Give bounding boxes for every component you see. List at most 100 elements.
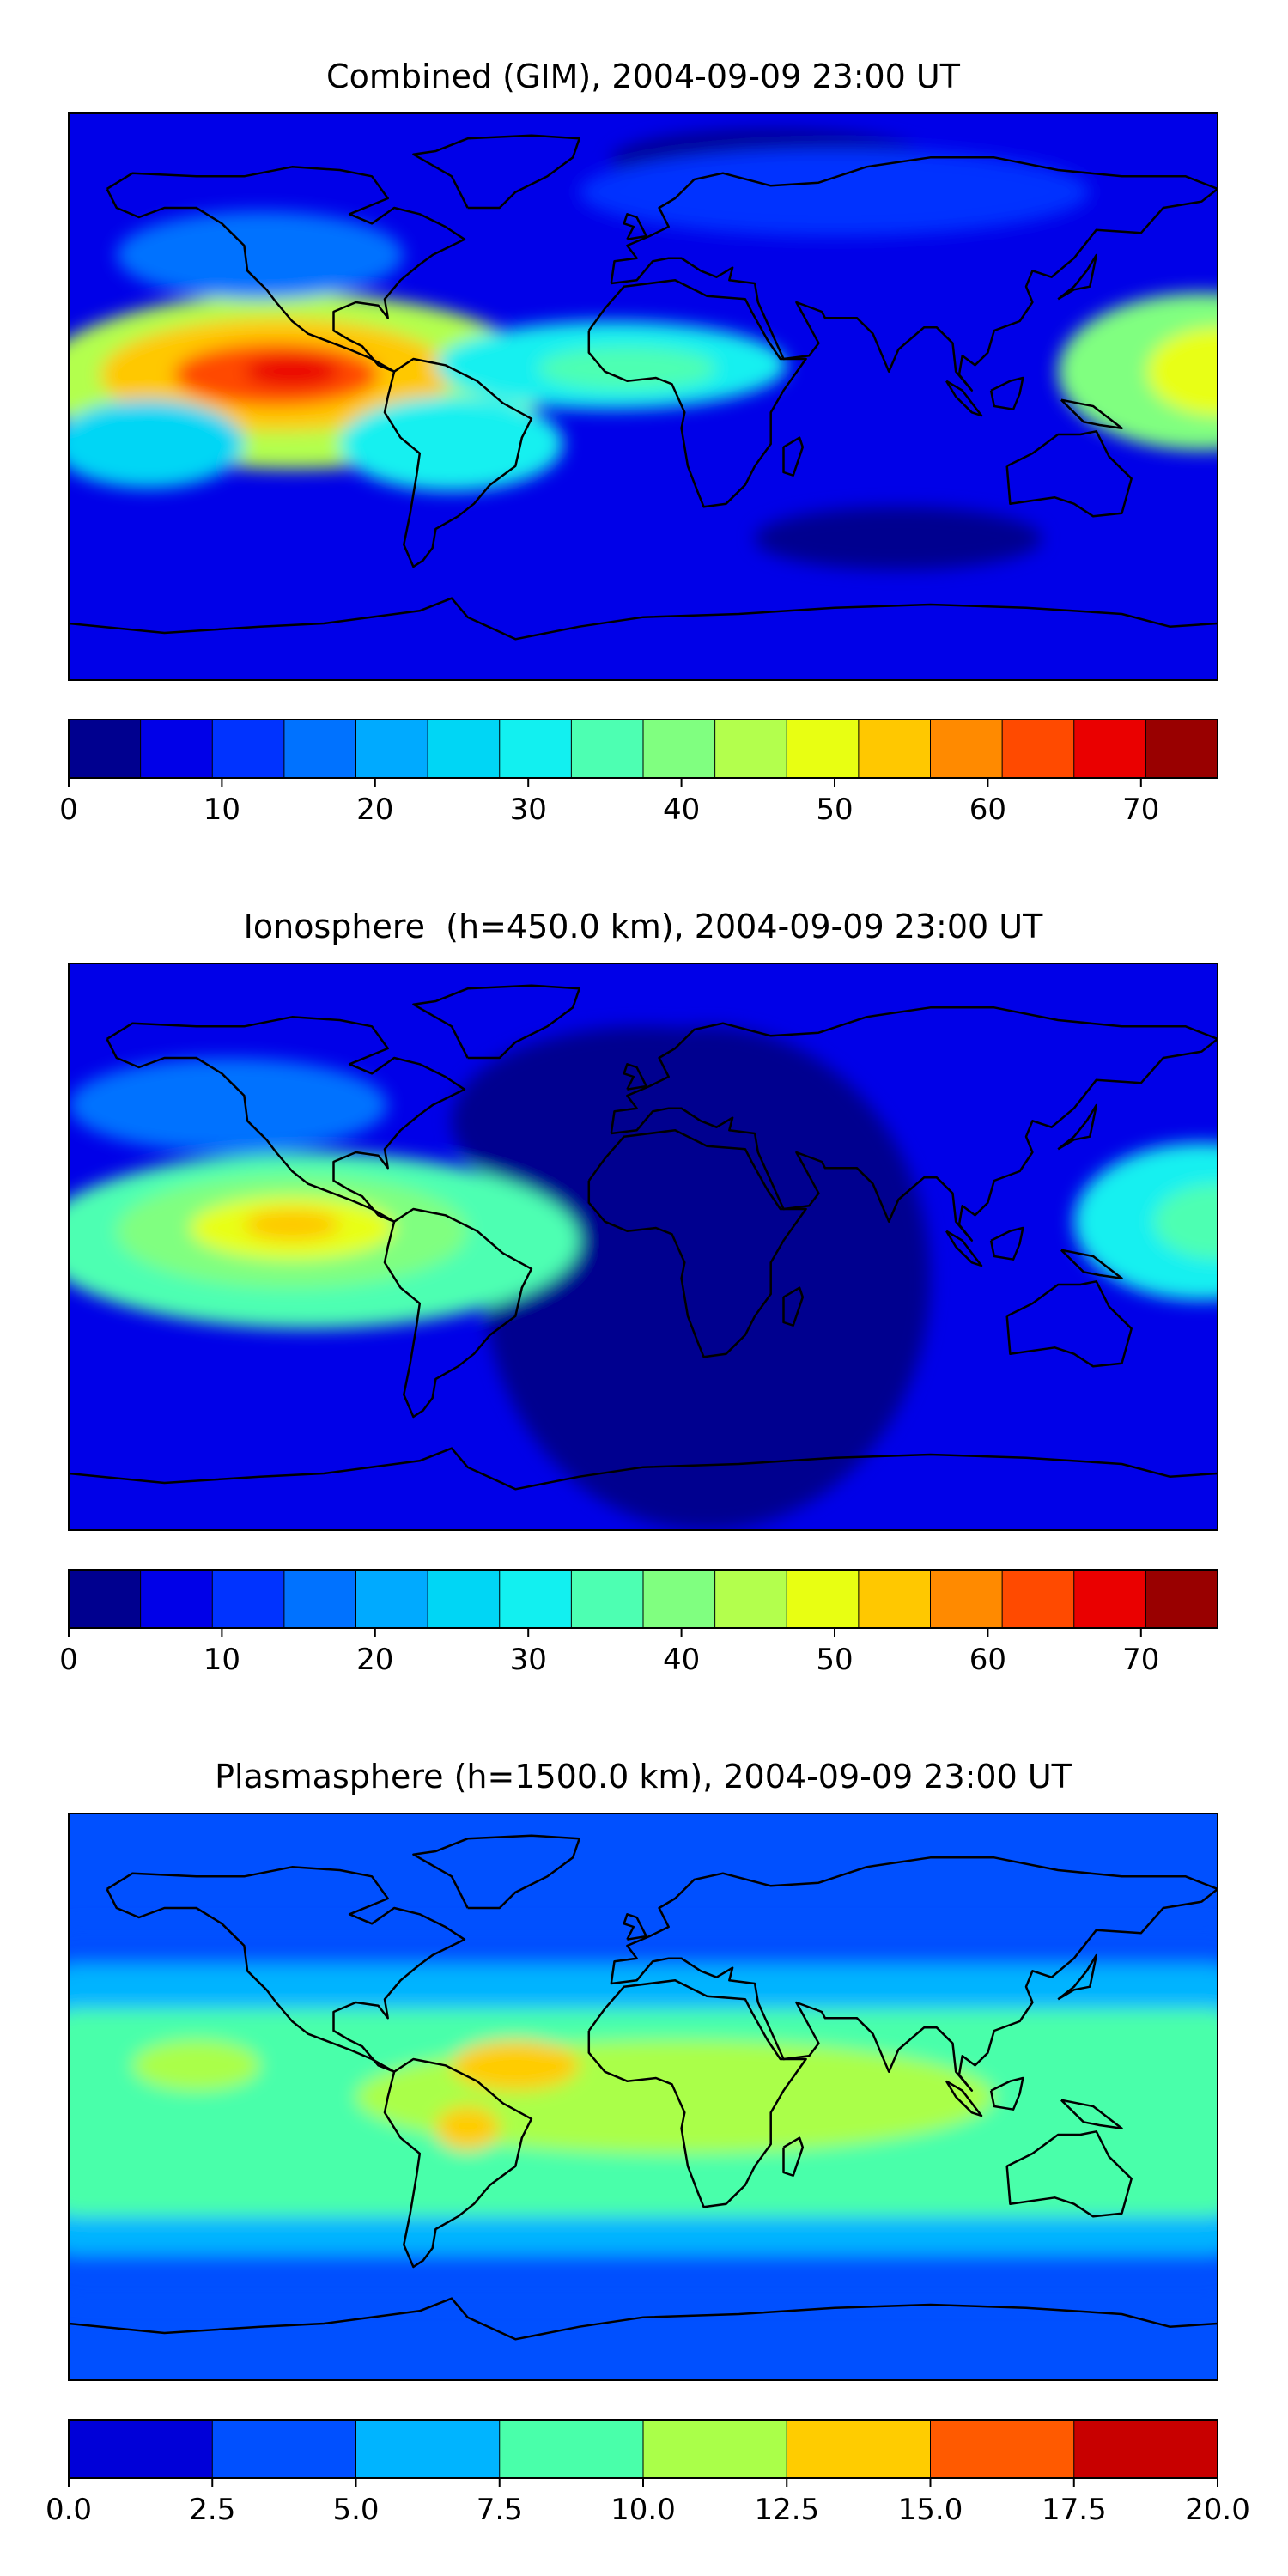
colorbar-tick-label: 60 — [969, 793, 1006, 827]
colorbar-segment — [930, 1570, 1003, 1628]
colorbar-segment — [787, 2420, 931, 2478]
panel-ionosphere: Ionosphere (h=450.0 km), 2004-09-09 23:0… — [59, 908, 1218, 1677]
field-contour — [132, 2040, 260, 2091]
coastline-borneo — [989, 2076, 1024, 2111]
coastline-japan — [1057, 1103, 1098, 1151]
coastline-japan — [1057, 1953, 1098, 2001]
field-contour — [244, 1209, 340, 1241]
map-frame-combined-gim — [68, 112, 1218, 681]
coastline-japan — [1057, 253, 1098, 301]
colorbar-tick-label: 50 — [816, 793, 853, 827]
title-ionosphere: Ionosphere (h=450.0 km), 2004-09-09 23:0… — [244, 908, 1043, 945]
field-contour — [1073, 1143, 1218, 1301]
colorbar-segment — [1002, 720, 1075, 778]
colorbar-tick-label: 70 — [1122, 793, 1159, 827]
colorbar-segment — [499, 2420, 644, 2478]
colorbar-combined-gim — [68, 719, 1218, 779]
colorbar-tick-label: 40 — [663, 1643, 700, 1677]
colorbar-segment — [69, 720, 142, 778]
coastline-greenland — [412, 1834, 580, 1910]
colorbar-tick-label: 50 — [816, 1643, 853, 1677]
colorbar-segment — [69, 1570, 142, 1628]
colorbar-tick-label: 70 — [1122, 1643, 1159, 1677]
field-ionosphere — [69, 963, 1218, 1530]
colorbar-segment — [930, 2420, 1075, 2478]
coastline-greenland — [412, 134, 580, 210]
coastlines-plasmasphere — [69, 1834, 1218, 2341]
field-contour — [116, 210, 404, 300]
colorbar-tick-label: 30 — [510, 1643, 547, 1677]
colorbar-segment — [355, 2420, 501, 2478]
field-contour — [435, 2106, 500, 2151]
colorbar-segment — [571, 720, 644, 778]
colorbar-segment — [212, 1570, 285, 1628]
colorbar-segment — [1145, 1570, 1218, 1628]
colorbar-segment — [571, 1570, 644, 1628]
coastlines-ionosphere — [69, 984, 1218, 1491]
coastline-south-america — [383, 357, 533, 568]
colorbar-segment — [140, 1570, 213, 1628]
coastline-madagascar — [782, 2136, 805, 2177]
colorbar-segment — [428, 720, 501, 778]
colorbar-segment — [69, 2420, 213, 2478]
coastline-sumatra — [945, 2080, 983, 2117]
colorbar-tick-label: 5.0 — [332, 2493, 379, 2527]
colorbar-segment — [355, 1570, 428, 1628]
colorbar-segment — [1145, 720, 1218, 778]
colorbar-tick-label: 7.5 — [477, 2493, 523, 2527]
coastline-madagascar — [782, 436, 805, 477]
field-contour — [339, 397, 564, 491]
colorbar-segment — [283, 720, 356, 778]
coastline-greenland — [412, 984, 580, 1060]
colorbar-tick-label: 15.0 — [898, 2493, 963, 2527]
coastline-south-america — [383, 1207, 533, 1419]
coastline-north-america — [106, 1866, 466, 2073]
colorbar-tick-label: 12.5 — [754, 2493, 819, 2527]
colorbar-segment — [1002, 1570, 1075, 1628]
coastline-sumatra — [945, 380, 983, 417]
coastline-borneo — [989, 376, 1024, 410]
title-plasmasphere: Plasmasphere (h=1500.0 km), 2004-09-09 2… — [215, 1758, 1072, 1795]
coastlines-combined-gim — [69, 134, 1218, 641]
colorbar-tick-label: 0 — [59, 1643, 78, 1677]
coastline-britain — [623, 1063, 647, 1091]
coastline-africa — [587, 1129, 807, 1358]
colorbar-tick-label: 10 — [204, 793, 240, 827]
coastline-australia — [1005, 2130, 1133, 2218]
colorbar-segment — [714, 1570, 787, 1628]
coastline-south-america — [383, 2057, 533, 2269]
colorbar-segment — [428, 1570, 501, 1628]
field-contour — [244, 355, 340, 387]
colorbar-segment — [787, 1570, 860, 1628]
colorbar-segment — [1073, 2420, 1218, 2478]
title-combined-gim: Combined (GIM), 2004-09-09 23:00 UT — [326, 58, 961, 95]
field-contour — [579, 148, 1091, 236]
map-frame-ionosphere — [68, 963, 1218, 1531]
colorbar-tick-label: 20 — [356, 793, 393, 827]
colorbar-tick-label: 17.5 — [1042, 2493, 1107, 2527]
colorbar-segment — [212, 720, 285, 778]
colorbar-segment — [787, 720, 860, 778]
colorbar-tick-label: 0.0 — [46, 2493, 92, 2527]
coastline-sumatra — [945, 1230, 983, 1267]
map-plasmasphere — [68, 1813, 1218, 2381]
coastline-africa — [587, 279, 807, 508]
colorbar-frame — [68, 1569, 1218, 1629]
colorbar-frame — [68, 719, 1218, 779]
field-contour — [538, 346, 717, 391]
coastline-africa — [587, 1979, 807, 2208]
colorbar-segment — [283, 1570, 356, 1628]
coastline-new-guinea — [1060, 1249, 1123, 1279]
field-contour — [1153, 1183, 1218, 1260]
colorbar-tick-label: 2.5 — [189, 2493, 235, 2527]
field-contour — [69, 399, 245, 489]
colorbar-segment — [1073, 720, 1146, 778]
colorbar-ticks-combined-gim: 0 10 20 30 40 50 60 70 — [59, 778, 1159, 827]
coastline-north-america — [106, 1016, 466, 1223]
colorbar-tick-label: 10.0 — [611, 2493, 676, 2527]
coastline-eurasia — [610, 156, 1218, 392]
coastline-britain — [623, 1913, 647, 1941]
field-contour-low — [452, 1026, 835, 1216]
colorbar-tick-label: 30 — [510, 793, 547, 827]
